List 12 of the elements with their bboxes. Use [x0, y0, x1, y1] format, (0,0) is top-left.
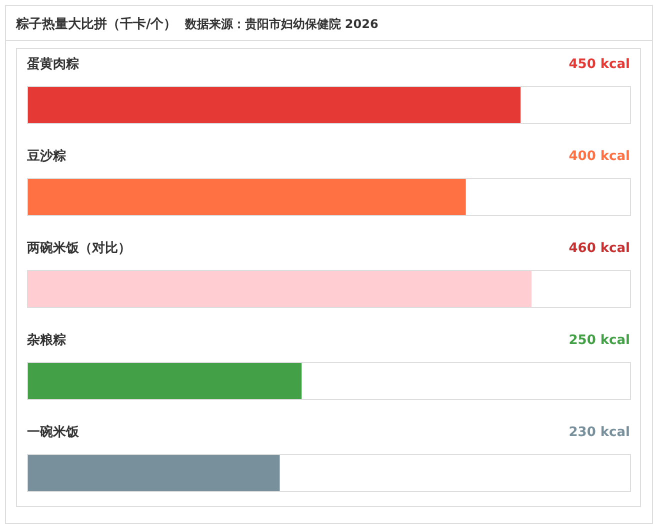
y-tick-label: 豆沙粽 [26, 148, 66, 164]
source-note: 数据来源：贵阳市妇幼保健院 2026 [184, 17, 378, 31]
data-label: 460 kcal [568, 241, 630, 256]
y-tick-label: 一碗米饭 [27, 424, 80, 440]
data-label: 400 kcal [568, 149, 630, 164]
y-tick-label: 杂粮粽 [26, 332, 66, 348]
y-tick-label: 两碗米饭（对比） [26, 240, 131, 256]
chart-title: 粽子热量大比拼（千卡/个） [15, 16, 177, 32]
data-label: 250 kcal [568, 333, 630, 348]
y-tick-label: 蛋黄肉粽 [26, 56, 79, 72]
data-label: 230 kcal [568, 425, 630, 440]
data-label: 450 kcal [568, 57, 630, 72]
